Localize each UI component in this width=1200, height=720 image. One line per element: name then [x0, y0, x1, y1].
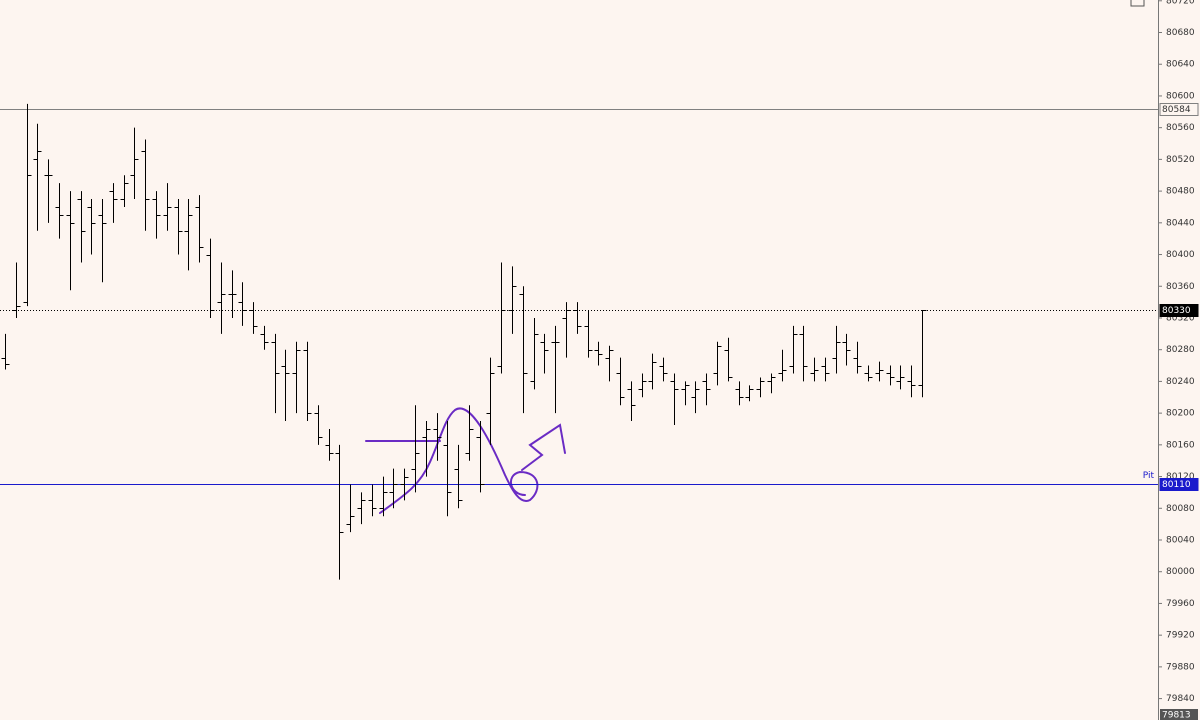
y-tick-label: 80040 [1166, 536, 1195, 546]
y-tick-label: 80680 [1166, 28, 1195, 38]
y-tick-label: 79840 [1166, 694, 1195, 704]
y-tick-label: 80200 [1166, 409, 1195, 419]
drawing [365, 407, 566, 514]
price-label-box [1159, 304, 1199, 317]
y-tick-label: 80600 [1166, 91, 1195, 101]
price-label: 80584 [1162, 105, 1191, 115]
y-tick-label: 80000 [1166, 567, 1195, 577]
y-tick-label: 80240 [1166, 377, 1195, 387]
price-label-box [1159, 103, 1199, 116]
y-tick-label: 80520 [1166, 155, 1195, 165]
y-tick-label: 79960 [1166, 599, 1195, 609]
y-tick-label: 80560 [1166, 123, 1195, 133]
y-tick-label: 80440 [1166, 218, 1195, 228]
drawn-arrow [521, 423, 566, 471]
y-tick-label: 80640 [1166, 60, 1195, 70]
price-label-box [1159, 478, 1199, 491]
y-tick-label: 79920 [1166, 631, 1195, 641]
y-tick-label: 80080 [1166, 504, 1195, 514]
y-tick-label: 80720 [1166, 0, 1195, 6]
y-tick-label: 80400 [1166, 250, 1195, 260]
y-tick-label: 80280 [1166, 345, 1195, 355]
y-tick-label: 80480 [1166, 187, 1195, 197]
price-label: 80110 [1162, 480, 1191, 490]
price-label: 80330 [1162, 306, 1191, 316]
y-tick-label: 80320 [1166, 313, 1195, 323]
line-label: Pit [1143, 471, 1155, 481]
y-tick-label: 79880 [1166, 662, 1195, 672]
y-tick-label: 80120 [1166, 472, 1195, 482]
price-label-box [1160, 709, 1198, 720]
price-label: 79813 [1162, 711, 1191, 720]
y-tick-label: 80360 [1166, 282, 1195, 292]
toolbar-icon[interactable] [1130, 0, 1145, 7]
drawn-curve [379, 407, 539, 514]
y-tick-label: 80160 [1166, 440, 1195, 450]
